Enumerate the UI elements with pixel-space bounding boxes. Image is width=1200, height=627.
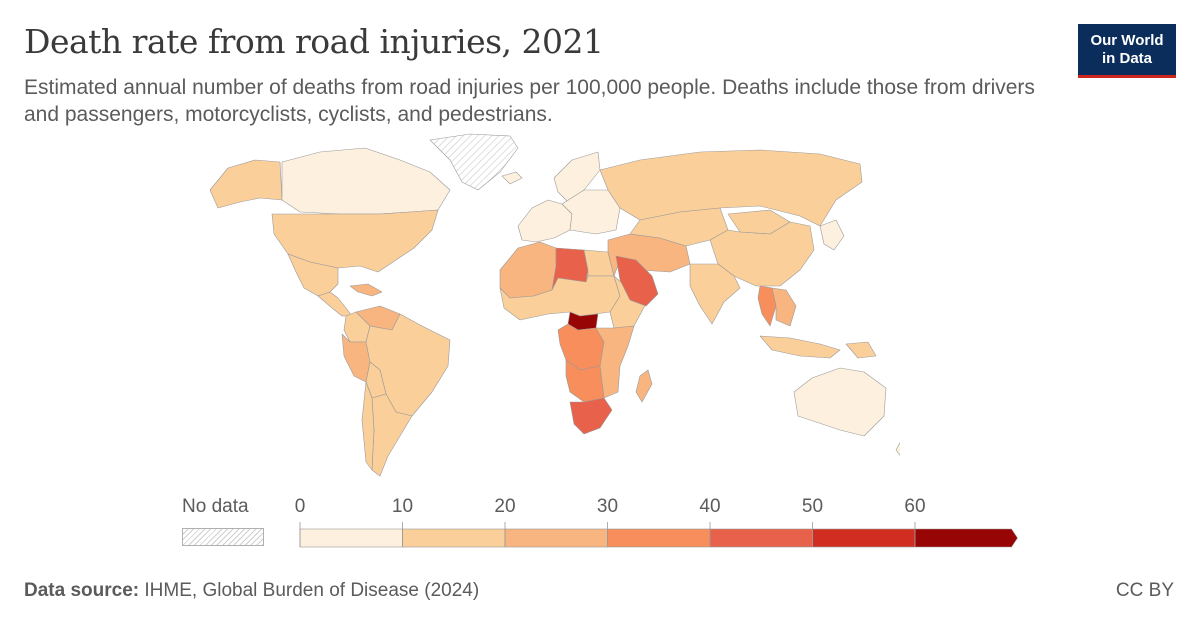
legend-bin-1[interactable] — [402, 528, 506, 548]
data-source-text[interactable]: IHME, Global Burden of Disease (2024) — [144, 580, 480, 601]
region-scandinavia[interactable] — [553, 151, 601, 203]
legend-tick-label: 40 — [699, 496, 721, 517]
region-new-zealand[interactable] — [895, 432, 900, 458]
no-data-swatch — [182, 528, 264, 546]
logo-line-2: in Data — [1101, 50, 1152, 67]
region-eastern-europe[interactable] — [561, 189, 621, 235]
chart-subtitle: Estimated annual number of deaths from r… — [24, 76, 1035, 126]
legend-color-scale — [299, 522, 1018, 548]
no-data-label: No data — [182, 496, 249, 517]
region-papua-new-guinea[interactable] — [845, 341, 877, 359]
region-iceland[interactable] — [501, 171, 523, 185]
region-south-africa[interactable] — [569, 397, 613, 435]
region-central-america[interactable] — [317, 291, 353, 317]
logo-line-1: Our World — [1090, 32, 1164, 49]
legend-bin-4[interactable] — [709, 528, 813, 548]
chart-title: Death rate from road injuries, 2021 — [24, 22, 604, 61]
region-australia[interactable] — [793, 367, 887, 437]
region-saudi-arabia[interactable] — [615, 255, 659, 307]
data-source-label: Data source: — [24, 580, 140, 601]
region-southeast-asia[interactable] — [771, 287, 797, 327]
data-source: Data source: IHME, Global Burden of Dise… — [24, 580, 479, 602]
color-legend: No data 0 10 20 30 40 50 60 — [0, 492, 1200, 562]
region-madagascar[interactable] — [635, 369, 653, 403]
legend-tick-label: 10 — [391, 496, 414, 517]
region-japan-korea[interactable] — [819, 219, 845, 251]
region-congo-basin[interactable] — [557, 323, 605, 371]
owid-logo[interactable]: Our World in Data — [1078, 24, 1176, 78]
region-east-africa[interactable] — [595, 325, 635, 399]
region-north-africa-west[interactable] — [499, 241, 557, 299]
legend-tick-label: 30 — [596, 496, 619, 517]
legend-tick-label: 20 — [494, 496, 516, 517]
license-label[interactable]: CC BY — [1115, 580, 1174, 601]
legend-tick-label: 0 — [294, 496, 306, 517]
region-chile[interactable] — [361, 381, 375, 471]
legend-bin-2[interactable] — [504, 528, 608, 548]
region-greenland[interactable] — [429, 133, 519, 191]
legend-bin-5[interactable] — [812, 528, 916, 548]
legend-bin-3[interactable] — [607, 528, 711, 548]
legend-tick-label: 60 — [904, 496, 926, 517]
legend-bin-6[interactable] — [914, 528, 1018, 548]
region-india[interactable] — [689, 263, 741, 325]
region-caribbean[interactable] — [349, 283, 383, 297]
region-canada[interactable] — [281, 147, 451, 215]
legend-tick-label: 50 — [801, 496, 824, 517]
legend-bin-0[interactable] — [299, 528, 403, 548]
world-map — [209, 133, 900, 477]
region-indonesia[interactable] — [759, 335, 841, 359]
region-alaska[interactable] — [209, 159, 283, 209]
